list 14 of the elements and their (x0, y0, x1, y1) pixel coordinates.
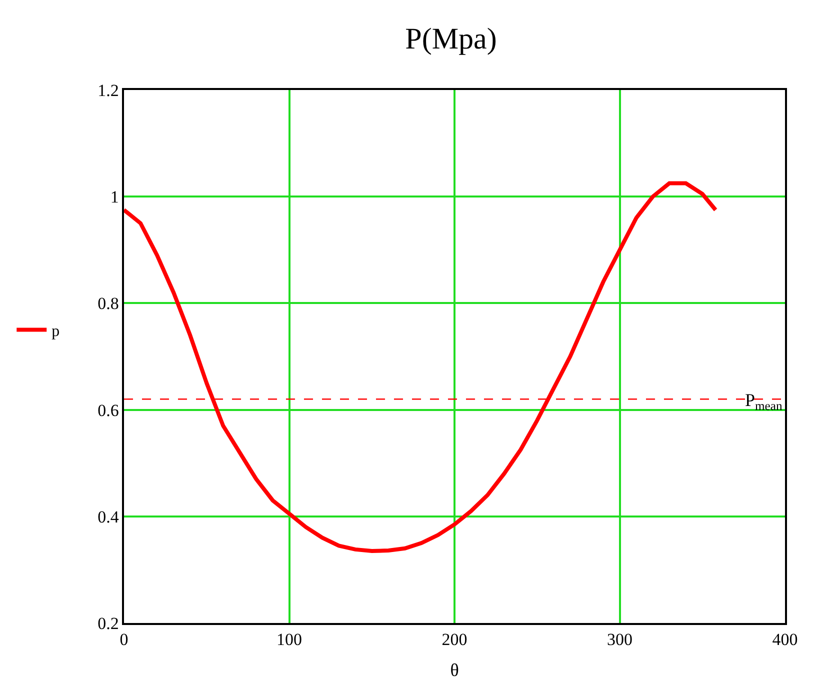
y-tick-label: 0.6 (98, 400, 119, 420)
y-tick-label: 0.2 (98, 614, 119, 633)
y-tick-label: 1.2 (98, 80, 119, 100)
x-tick-label: 0 (120, 630, 128, 650)
x-tick-label: 100 (276, 630, 302, 650)
chart-title: P(Mpa) (405, 22, 497, 56)
x-tick-label: 300 (607, 630, 632, 650)
x-tick-label: 400 (772, 630, 798, 650)
y-tick-label: 1 (110, 188, 119, 207)
legend-label: p (52, 322, 60, 340)
x-tick-label: 200 (442, 630, 468, 650)
y-tick-label: 0.8 (98, 294, 119, 314)
y-tick-label: 0.4 (98, 507, 120, 526)
x-axis-title: θ (450, 660, 459, 680)
